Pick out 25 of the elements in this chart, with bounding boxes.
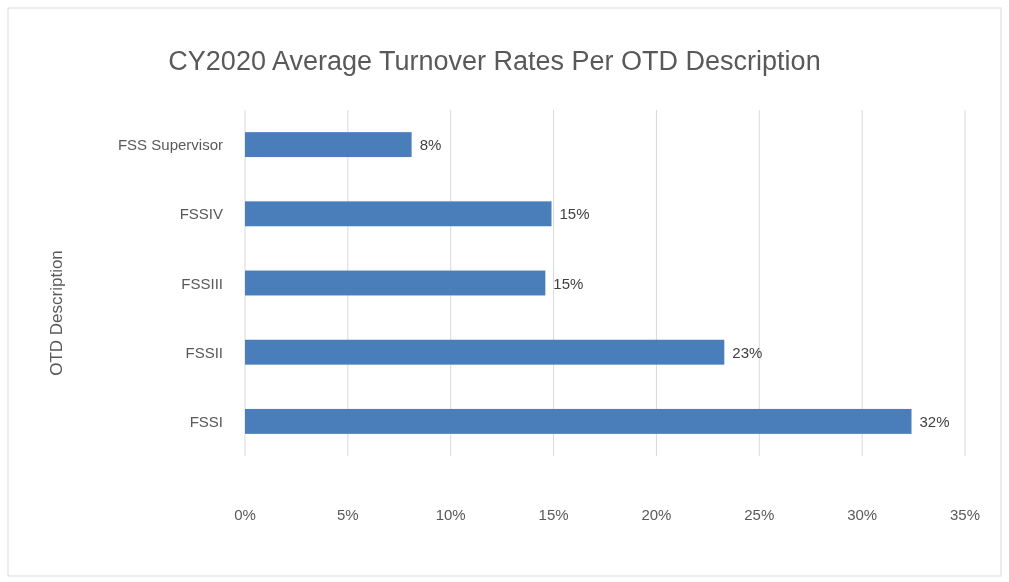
y-tick-label: FSSIII (181, 274, 223, 292)
x-tick-label: 35% (949, 506, 981, 523)
x-tick-label: 15% (538, 506, 569, 523)
y-tick-label: FSSI (189, 412, 223, 430)
y-tick-label: FSS Supervisor (117, 136, 223, 154)
y-tick-label: FSSII (185, 343, 223, 361)
x-tick-label: 25% (744, 506, 775, 523)
x-tick-label: 20% (641, 506, 672, 523)
data-label: 15% (559, 205, 590, 223)
x-tick-label: 5% (337, 506, 359, 523)
x-tick-label: 10% (435, 506, 466, 523)
bar (245, 132, 412, 158)
y-axis-title: OTD Description (47, 250, 66, 376)
data-label: 15% (553, 274, 584, 292)
data-label: 32% (919, 412, 950, 430)
x-tick-label: 30% (847, 506, 878, 523)
bar (245, 339, 725, 365)
y-tick-label: FSSIV (179, 205, 223, 223)
data-label: 23% (732, 343, 763, 361)
bar (245, 201, 552, 227)
chart-title: CY2020 Average Turnover Rates Per OTD Description (168, 46, 821, 76)
data-label: 8% (419, 136, 442, 154)
bar (245, 270, 546, 296)
x-tick-label: 0% (234, 506, 256, 523)
bar (245, 408, 912, 434)
